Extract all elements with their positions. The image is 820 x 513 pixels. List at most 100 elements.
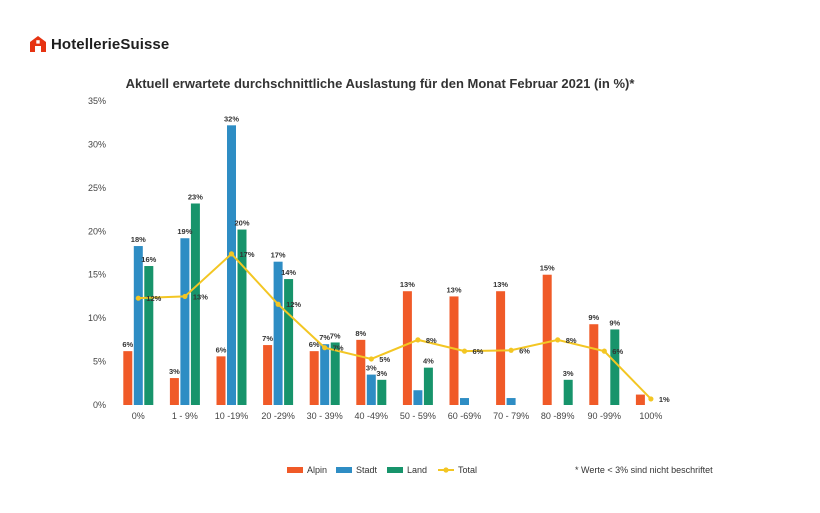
x-tick-label: 0% — [132, 411, 145, 421]
y-tick-label: 20% — [88, 226, 106, 236]
legend-label-stadt: Stadt — [356, 465, 378, 475]
bar-data-label: 18% — [131, 235, 146, 244]
bar-stadt — [133, 246, 143, 405]
bar-data-label: 3% — [563, 369, 574, 378]
total-line — [138, 252, 652, 400]
bar-data-label: 32% — [224, 114, 239, 123]
bar-alpin — [309, 351, 319, 405]
legend-swatch-alpin — [287, 467, 303, 473]
bar-data-label: 7% — [262, 334, 273, 343]
bar-data-label: 3% — [169, 367, 180, 376]
x-tick-label: 70 - 79% — [493, 411, 529, 421]
bar-land — [423, 367, 433, 405]
bar-land — [610, 329, 620, 405]
bar-land — [284, 279, 294, 405]
bar-stadt — [227, 125, 236, 405]
bar-data-label: 7% — [319, 333, 330, 342]
legend-swatch-stadt — [336, 467, 352, 473]
bar-data-label: 17% — [271, 251, 286, 260]
bar-alpin — [216, 356, 226, 405]
bar-alpin — [169, 378, 179, 405]
bar-alpin — [589, 324, 599, 405]
bar-alpin — [263, 345, 273, 405]
legend-swatch-land — [387, 467, 403, 473]
total-data-label: 12% — [146, 294, 161, 303]
bar-data-label: 16% — [141, 255, 156, 264]
total-point — [228, 251, 235, 257]
total-point — [461, 348, 468, 354]
bar-stadt — [366, 374, 376, 405]
bar-alpin — [635, 394, 645, 405]
bar-data-label: 20% — [234, 219, 249, 228]
total-point — [648, 396, 654, 402]
legend: Alpin Stadt Land Total — [287, 465, 477, 475]
bar-data-label: 13% — [446, 285, 461, 294]
bar-stadt — [273, 261, 283, 405]
total-data-label: 17% — [240, 250, 255, 259]
house-logo-icon — [30, 36, 46, 52]
bar-alpin — [123, 351, 133, 405]
bar-alpin — [449, 296, 459, 405]
bar-land — [190, 203, 200, 405]
total-point — [601, 348, 607, 354]
bar-data-label: 13% — [493, 280, 508, 289]
legend-label-total: Total — [458, 465, 477, 475]
x-tick-label: 60 -69% — [448, 411, 482, 421]
bar-data-label: 4% — [423, 357, 434, 366]
y-tick-label: 30% — [88, 139, 106, 149]
bar-data-label: 14% — [281, 268, 296, 277]
legend-label-land: Land — [407, 465, 427, 475]
x-tick-label: 20 -29% — [261, 411, 295, 421]
total-point — [508, 347, 514, 353]
bar-data-label: 3% — [366, 364, 377, 373]
total-data-label: 8% — [566, 336, 577, 345]
total-data-label: 6% — [612, 347, 623, 356]
total-data-label: 5% — [379, 355, 390, 364]
bar-data-label: 13% — [400, 280, 415, 289]
x-tick-label: 100% — [639, 411, 662, 421]
total-line-series — [135, 251, 654, 402]
total-data-label: 12% — [286, 300, 301, 309]
total-point — [415, 337, 421, 343]
x-tick-label: 50 - 59% — [400, 411, 436, 421]
bar-land — [237, 229, 247, 405]
total-data-label: 1% — [659, 395, 670, 404]
bar-data-label: 3% — [376, 369, 387, 378]
bar-data-label: 9% — [609, 318, 620, 327]
x-axis: 0% 1 - 9% 10 -19% 20 -29% 30 - 39% 40 -49% 50 … — [132, 411, 663, 421]
x-tick-label: 40 -49% — [355, 411, 389, 421]
footnote: * Werte < 3% sind nicht beschriftet — [575, 465, 713, 475]
bar-data-label: 15% — [540, 264, 555, 273]
bar-data-label: 23% — [188, 192, 203, 201]
bar-data-label: 8% — [355, 329, 366, 338]
total-data-label: 8% — [426, 336, 437, 345]
bar-land — [377, 379, 387, 405]
x-tick-label: 1 - 9% — [172, 411, 198, 421]
total-data-label: 13% — [193, 292, 208, 301]
bar-data-label: 7% — [330, 331, 341, 340]
y-tick-label: 35% — [88, 96, 106, 106]
legend-label-alpin: Alpin — [307, 465, 327, 475]
y-tick-label: 10% — [88, 313, 106, 323]
bar-stadt — [180, 238, 190, 405]
bar-stadt — [413, 390, 423, 405]
total-data-label: 7% — [333, 344, 344, 353]
bar-data-label: 6% — [309, 340, 320, 349]
bar-land — [330, 342, 340, 405]
bar-alpin — [402, 291, 412, 405]
bar-data-label: 9% — [588, 313, 599, 322]
brand-logo: HotellerieSuisse — [30, 34, 169, 54]
chart-title: Aktuell erwartete durchschnittliche Ausl… — [126, 76, 636, 91]
y-tick-label: 0% — [93, 400, 106, 410]
total-point — [135, 295, 141, 301]
bar-alpin — [356, 339, 366, 405]
bar-data-label: 19% — [177, 227, 192, 236]
bar-stadt — [320, 344, 330, 405]
bar-alpin — [542, 274, 552, 405]
total-data-label: 6% — [519, 346, 530, 355]
total-point — [322, 345, 328, 351]
bar-data-label: 6% — [216, 345, 227, 354]
bar-land — [563, 379, 573, 405]
data-labels: 6%3%6%7%6%8%13%13%13%15%9%18%19%32%17%7%… — [122, 114, 670, 404]
